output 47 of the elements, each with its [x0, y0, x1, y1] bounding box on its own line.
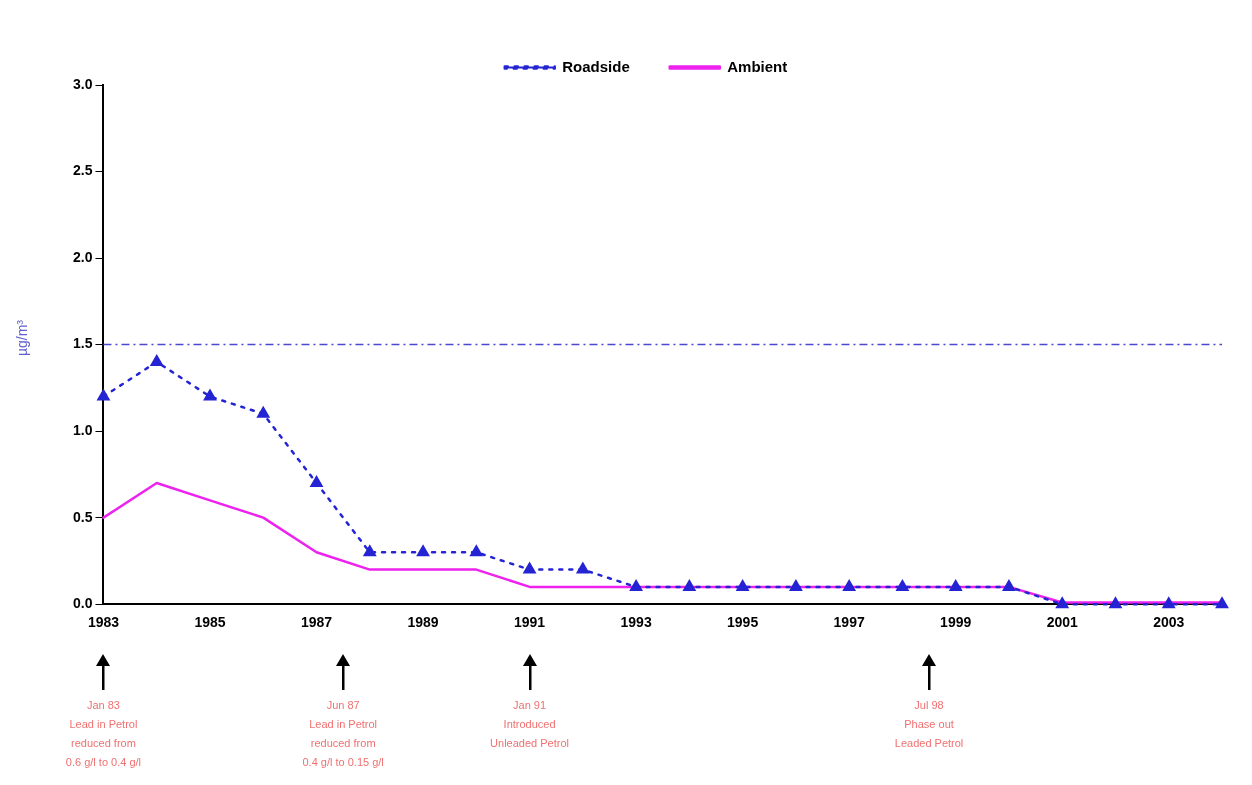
point	[683, 579, 696, 591]
y-axis-title: µg/m³	[14, 320, 30, 357]
point	[1002, 579, 1016, 591]
y-tick-label: 3.0	[72, 75, 93, 92]
x-tick-label: 1989	[407, 614, 439, 631]
point	[896, 579, 909, 591]
point	[842, 579, 856, 591]
x-tick-label: 1995	[727, 614, 759, 631]
point	[523, 562, 536, 574]
x-tick-label: 1987	[300, 614, 333, 631]
y-tick-label: 2.5	[72, 162, 93, 179]
x-tick-label: 1997	[833, 614, 865, 631]
point	[416, 545, 430, 557]
point	[629, 579, 643, 591]
y-tick-label: 2.0	[72, 248, 93, 265]
y-tick-label: 0.0	[72, 595, 93, 612]
text: Jan 83 Lead in Petrol reduced from 0.6 g/l to 0.4 g/l	[65, 698, 142, 771]
text: Jan 91 Introduced Unleaded Petrol	[490, 698, 570, 752]
y-tick-label: 1.0	[72, 421, 93, 438]
point	[1215, 597, 1229, 609]
x-tick-label: 1991	[513, 614, 546, 631]
point	[203, 389, 217, 401]
point	[736, 579, 749, 591]
y-tick-label: 1.5	[72, 335, 93, 352]
legend-label: Ambient	[727, 57, 788, 75]
point	[949, 579, 962, 591]
point	[1162, 597, 1175, 609]
x-tick-label: 1999	[940, 614, 972, 631]
text: Jun 87 Lead in Petrol reduced from 0.4 g/l to 0.15 g/l	[302, 698, 384, 771]
point	[97, 389, 110, 401]
x-tick-label: 2001	[1046, 614, 1078, 631]
x-tick-label: 1985	[194, 614, 226, 631]
text: Jul 98 Phase out Leaded Petrol	[894, 698, 964, 752]
y-tick-label: 0.5	[72, 508, 93, 525]
x-tick-label: 1983	[87, 614, 120, 631]
point	[310, 476, 323, 488]
point	[1056, 597, 1069, 609]
point	[257, 406, 270, 418]
point	[150, 354, 163, 366]
point	[363, 545, 376, 557]
x-tick-label: 1993	[620, 614, 652, 631]
x-tick-label: 2003	[1153, 614, 1185, 631]
point	[1109, 597, 1122, 609]
point	[576, 562, 590, 574]
point	[470, 545, 483, 557]
legend-label: Roadside	[562, 57, 630, 75]
point	[789, 579, 803, 591]
